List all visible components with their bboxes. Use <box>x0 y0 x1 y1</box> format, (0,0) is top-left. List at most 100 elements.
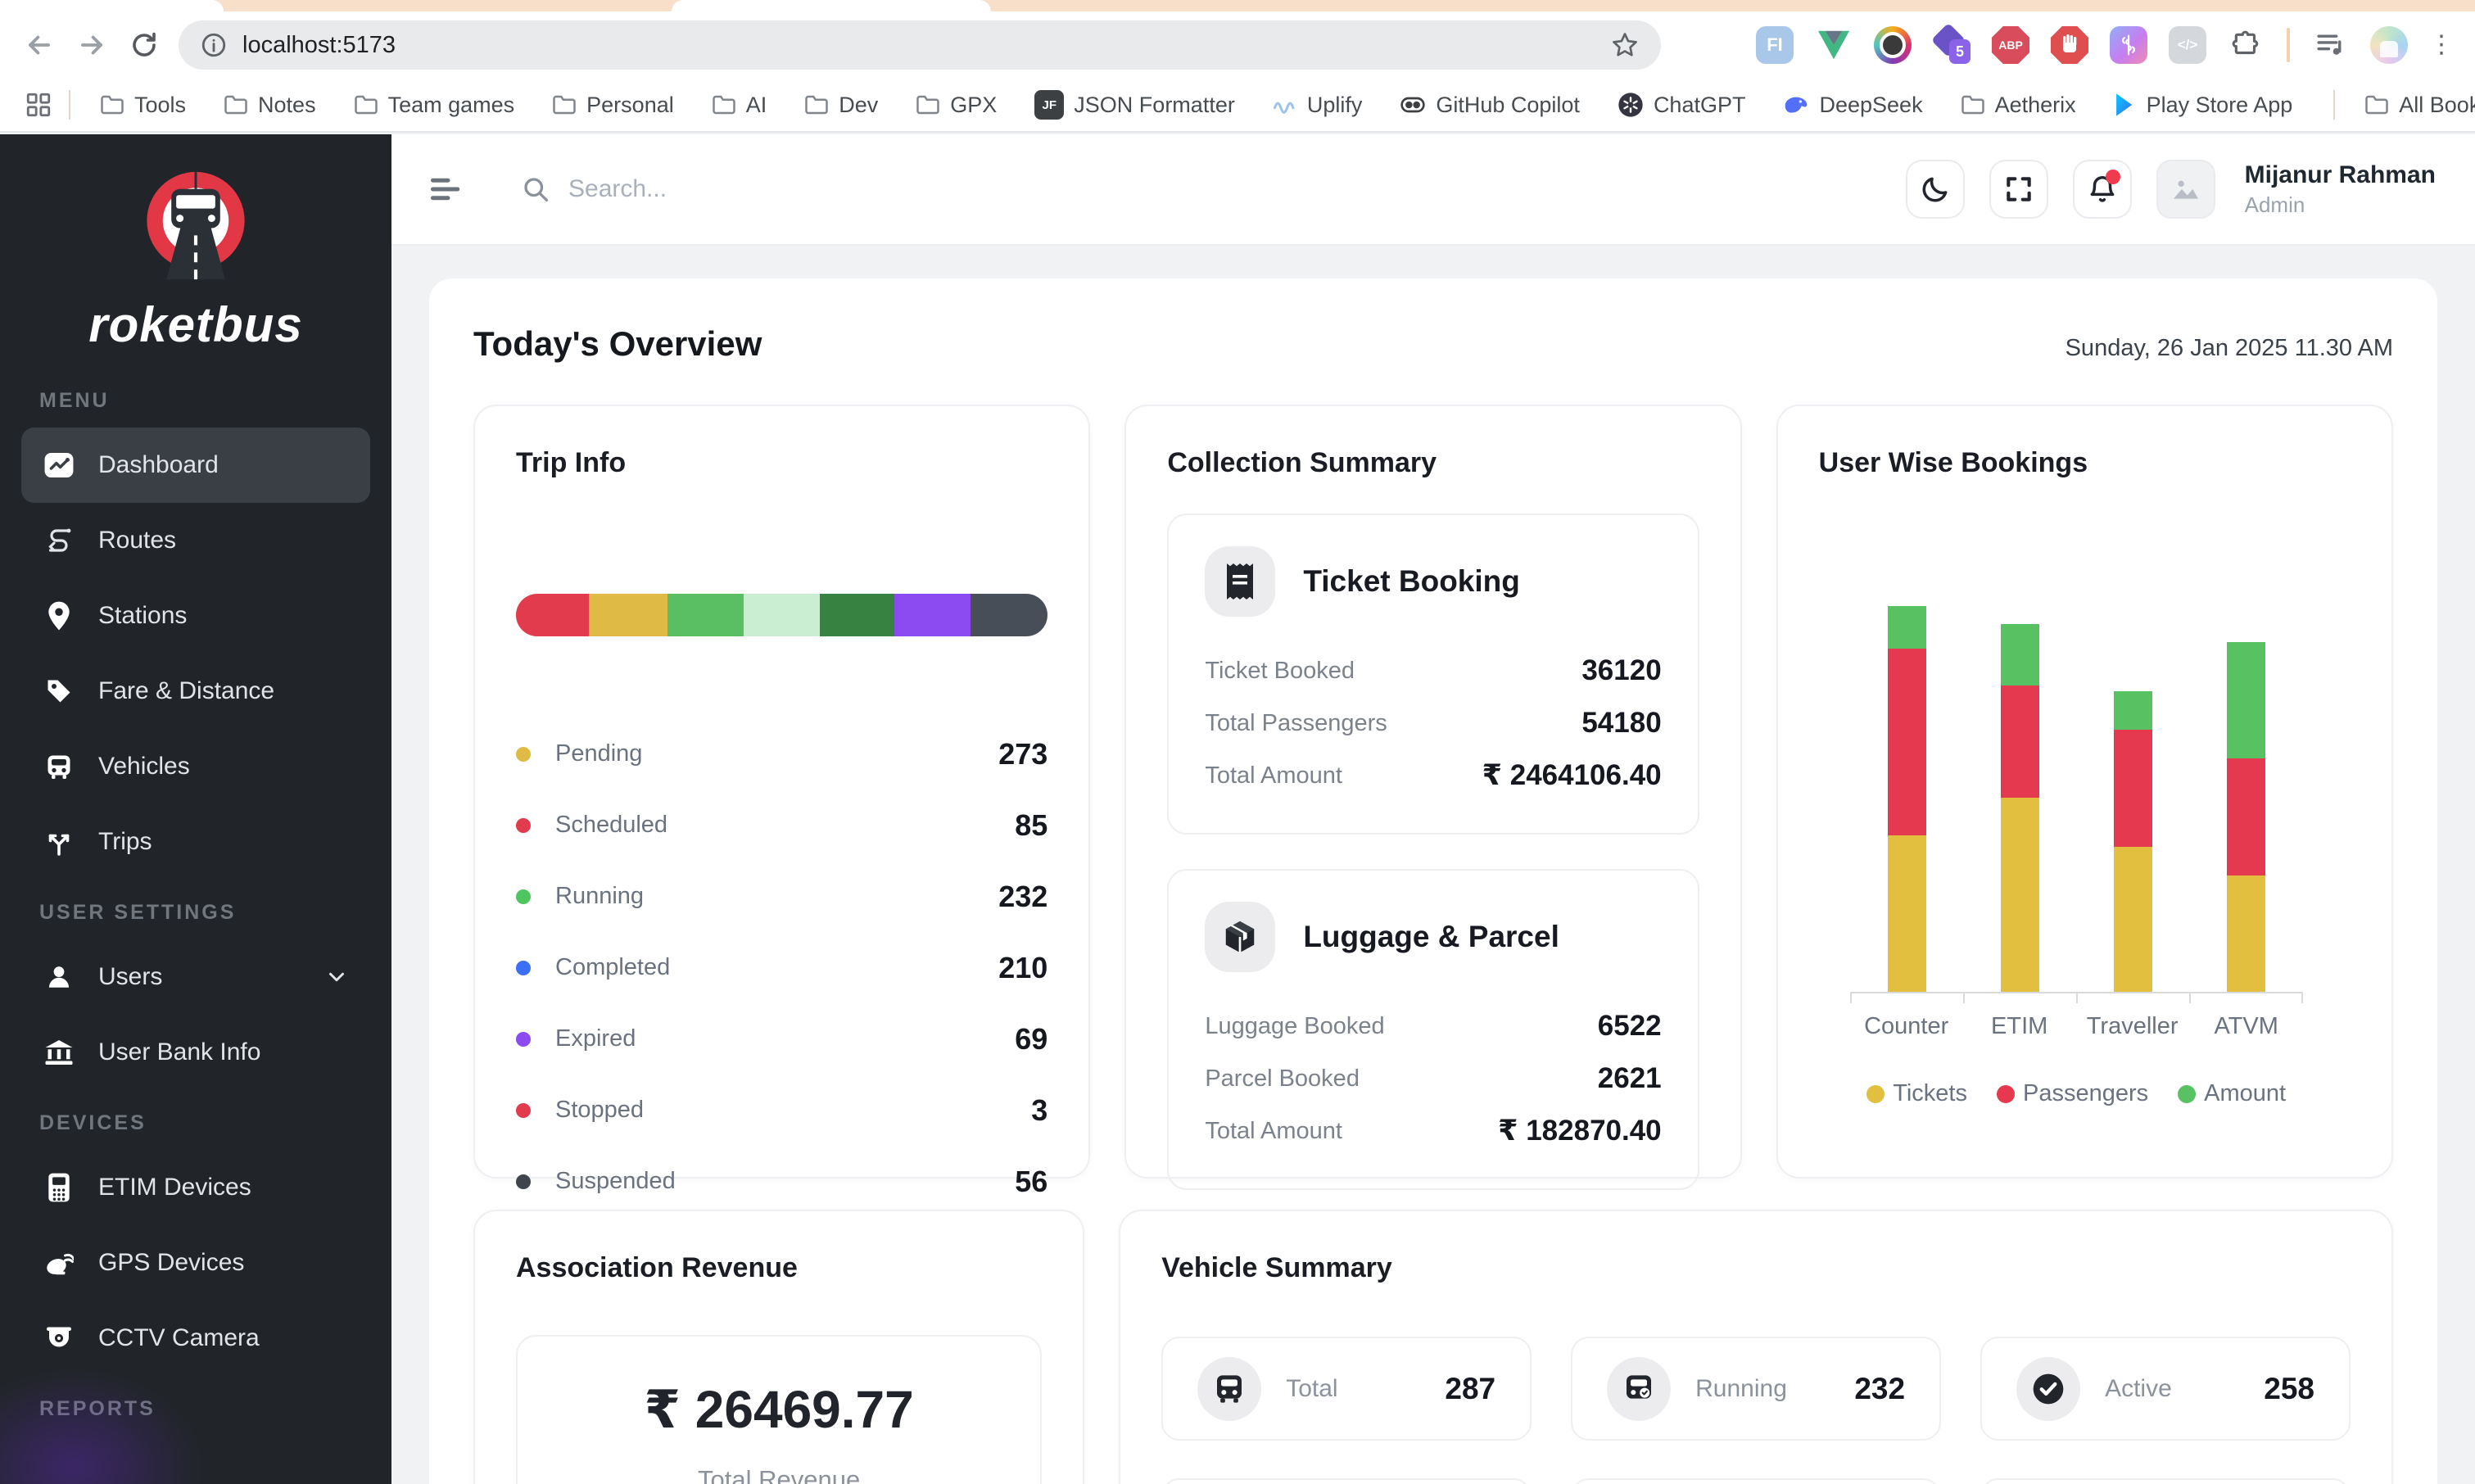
user-role: Admin <box>2245 192 2436 218</box>
trip-status-row: Expired69 <box>516 1003 1047 1075</box>
vehicle-running-card: Running 232 <box>1571 1337 1941 1441</box>
cctv-icon <box>43 1322 75 1355</box>
user-wise-bookings-title: User Wise Bookings <box>1819 447 2351 479</box>
extension-vue-icon[interactable] <box>1815 26 1853 64</box>
sidebar-item-gps-devices[interactable]: GPS Devices <box>21 1225 370 1301</box>
fullscreen-button[interactable] <box>1989 160 2048 219</box>
bus-check-icon <box>1607 1357 1671 1421</box>
search-bar[interactable] <box>521 174 1881 204</box>
legend-tickets[interactable]: Tickets <box>1866 1080 1967 1107</box>
sidebar-item-routes[interactable]: Routes <box>21 503 370 578</box>
trip-status-row: Completed210 <box>516 932 1047 1003</box>
bookmark-json-formatter[interactable]: JFJSON Formatter <box>1021 90 1248 120</box>
notifications-button[interactable] <box>2073 160 2132 219</box>
bookmark-star-icon[interactable] <box>1610 30 1640 60</box>
bookmark-chatgpt[interactable]: ChatGPT <box>1604 92 1759 118</box>
forward-button[interactable] <box>74 27 110 63</box>
sidebar-item-users[interactable]: Users <box>21 939 370 1015</box>
bookmark-aetherix[interactable]: Aetherix <box>1948 93 2089 118</box>
trip-status-row: Stopped3 <box>516 1075 1047 1146</box>
extension-fi-icon[interactable]: FI <box>1756 26 1794 64</box>
sidebar-nav: MENU Dashboard Routes <box>0 389 391 1421</box>
section-label-reports: REPORTS <box>21 1397 370 1421</box>
extension-adblock-icon[interactable] <box>2051 26 2088 64</box>
user-info[interactable]: Mijanur Rahman Admin <box>2245 161 2436 218</box>
sidebar-item-stations[interactable]: Stations <box>21 578 370 654</box>
profile-avatar[interactable] <box>2370 26 2408 64</box>
trips-fork-icon <box>43 826 75 858</box>
legend-amount[interactable]: Amount <box>2178 1080 2286 1107</box>
extension-brain-icon[interactable] <box>2110 26 2147 64</box>
status-dot <box>516 818 531 833</box>
vehicle-card-clipped <box>1980 1478 2351 1484</box>
bookmark-folder-personal[interactable]: Personal <box>539 93 687 118</box>
bookmark-github-copilot[interactable]: GitHub Copilot <box>1387 93 1593 118</box>
tag-icon <box>43 675 75 708</box>
bookmark-folder-notes[interactable]: Notes <box>210 93 329 118</box>
playlist-icon[interactable] <box>2311 26 2349 64</box>
bookmark-deepseek[interactable]: DeepSeek <box>1770 93 1935 118</box>
browser-tab-strip[interactable] <box>0 0 2475 11</box>
collection-summary-card: Collection Summary Ticket Booking Tick <box>1124 405 1741 1179</box>
vehicle-summary-title: Vehicle Summary <box>1161 1252 2351 1284</box>
sidebar-item-dashboard[interactable]: Dashboard <box>21 428 370 503</box>
user-wise-bookings-card: User Wise Bookings <box>1776 405 2393 1179</box>
browser-menu-icon[interactable]: ⋮ <box>2429 40 2454 50</box>
status-dot <box>516 889 531 904</box>
bookmark-folder-dev[interactable]: Dev <box>791 93 891 118</box>
chart-bar-atvm[interactable] <box>2227 642 2265 992</box>
luggage-parcel-title: Luggage & Parcel <box>1303 920 1559 954</box>
back-button[interactable] <box>21 27 57 63</box>
bookmark-folder-ai[interactable]: AI <box>699 93 781 118</box>
chart-bar-etim[interactable] <box>2001 624 2039 992</box>
chart-bar-traveller[interactable] <box>2114 691 2152 992</box>
dashboard-icon <box>43 449 75 482</box>
dark-mode-button[interactable] <box>1906 160 1965 219</box>
sidebar-item-trips[interactable]: Trips <box>21 804 370 880</box>
sidebar-item-cctv-camera[interactable]: CCTV Camera <box>21 1301 370 1376</box>
extensions-puzzle-icon[interactable] <box>2228 26 2265 64</box>
url-bar[interactable]: localhost:5173 <box>179 20 1661 70</box>
site-info-icon[interactable] <box>200 31 228 59</box>
bar-segment <box>516 594 589 636</box>
chevron-down-icon <box>324 965 349 989</box>
page-title: Today's Overview <box>473 324 762 364</box>
ticket-booking-title: Ticket Booking <box>1303 564 1520 599</box>
bookmark-folder-tools[interactable]: Tools <box>87 93 199 118</box>
url-text[interactable]: localhost:5173 <box>242 32 396 59</box>
brand-name: roketbus <box>88 296 302 353</box>
section-label-devices: DEVICES <box>21 1111 370 1135</box>
extension-five-icon[interactable]: 5 <box>1933 26 1970 64</box>
apps-grid-icon[interactable] <box>25 91 52 119</box>
bar-segment <box>894 594 971 636</box>
sidebar-item-fare-distance[interactable]: Fare & Distance <box>21 654 370 729</box>
sidebar-toggle-icon[interactable] <box>431 174 467 204</box>
reload-button[interactable] <box>126 27 162 63</box>
sidebar: roketbus MENU Dashboard Routes <box>0 134 391 1484</box>
bookmark-play-store[interactable]: Play Store App <box>2101 93 2306 118</box>
browser-tab[interactable] <box>0 0 224 11</box>
sidebar-item-label: ETIM Devices <box>98 1174 251 1201</box>
sidebar-item-vehicles[interactable]: Vehicles <box>21 729 370 804</box>
sidebar-item-label: Trips <box>98 828 152 856</box>
all-bookmarks[interactable]: All Bookmarks <box>2351 93 2475 118</box>
chart-bar-counter[interactable] <box>1888 606 1926 992</box>
gps-dish-icon <box>43 1246 75 1279</box>
bookmark-folder-gpx[interactable]: GPX <box>903 93 1010 118</box>
sidebar-item-user-bank-info[interactable]: User Bank Info <box>21 1015 370 1090</box>
legend-passengers[interactable]: Passengers <box>1997 1080 2148 1107</box>
browser-tab[interactable] <box>672 0 991 11</box>
luggage-parcel-card: Luggage & Parcel Luggage Booked6522 Parc… <box>1167 869 1699 1190</box>
extension-code-icon[interactable]: </> <box>2169 26 2206 64</box>
extension-abp-icon[interactable]: ABP <box>1992 26 2029 64</box>
user-avatar[interactable] <box>2156 160 2215 219</box>
search-input[interactable] <box>568 175 1060 203</box>
package-icon <box>1205 902 1275 972</box>
bookmark-folder-team-games[interactable]: Team games <box>341 93 528 118</box>
sidebar-item-etim-devices[interactable]: ETIM Devices <box>21 1150 370 1225</box>
stacked-bar-chart <box>1819 606 2351 992</box>
bookmark-uplify[interactable]: Uplify <box>1260 93 1376 118</box>
extension-camera-icon[interactable] <box>1874 26 1912 64</box>
vehicle-active-card: Active 258 <box>1980 1337 2351 1441</box>
trip-status-row: Running232 <box>516 861 1047 932</box>
